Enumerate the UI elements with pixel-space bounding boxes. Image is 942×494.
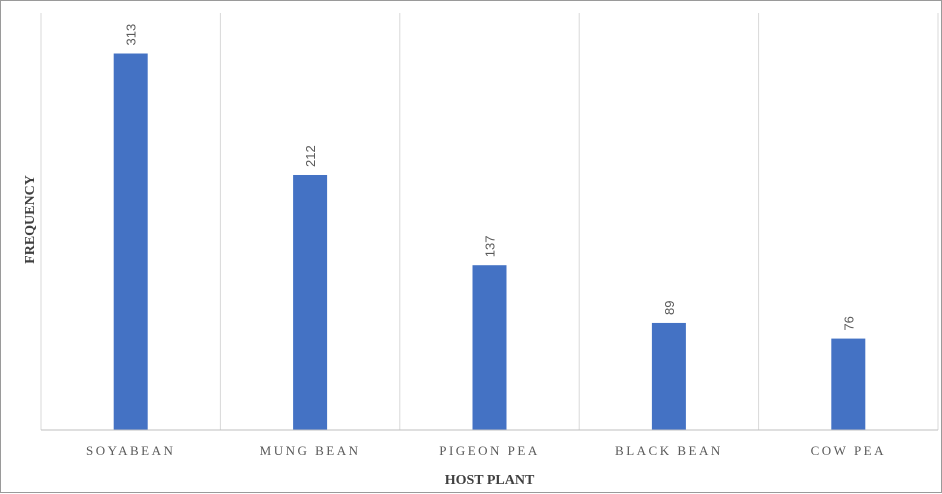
x-tick-label: SOYABEAN	[86, 443, 175, 458]
y-axis-title: FREQUENCY	[23, 175, 38, 264]
bar	[472, 265, 507, 430]
bars	[113, 53, 866, 431]
x-tick-label: COW PEA	[811, 443, 886, 458]
category-gridlines	[40, 13, 939, 430]
x-tick-labels: SOYABEAN MUNG BEAN PIGEON PEA BLACK BEAN COW…	[86, 443, 886, 458]
data-label: 313	[124, 24, 139, 46]
bar	[113, 53, 148, 431]
x-tick-label: BLACK BEAN	[615, 443, 723, 458]
data-label: 89	[662, 300, 677, 314]
data-labels: 313 212 137 89 76	[124, 24, 857, 331]
x-tick-label: PIGEON PEA	[439, 443, 539, 458]
data-label: 212	[303, 145, 318, 167]
bar	[293, 174, 328, 430]
x-tick-label: MUNG BEAN	[260, 443, 361, 458]
bar	[651, 322, 686, 430]
x-axis-title: HOST PLANT	[445, 473, 535, 488]
data-label: 76	[841, 316, 856, 330]
data-label: 137	[483, 236, 498, 258]
bar	[831, 338, 866, 430]
